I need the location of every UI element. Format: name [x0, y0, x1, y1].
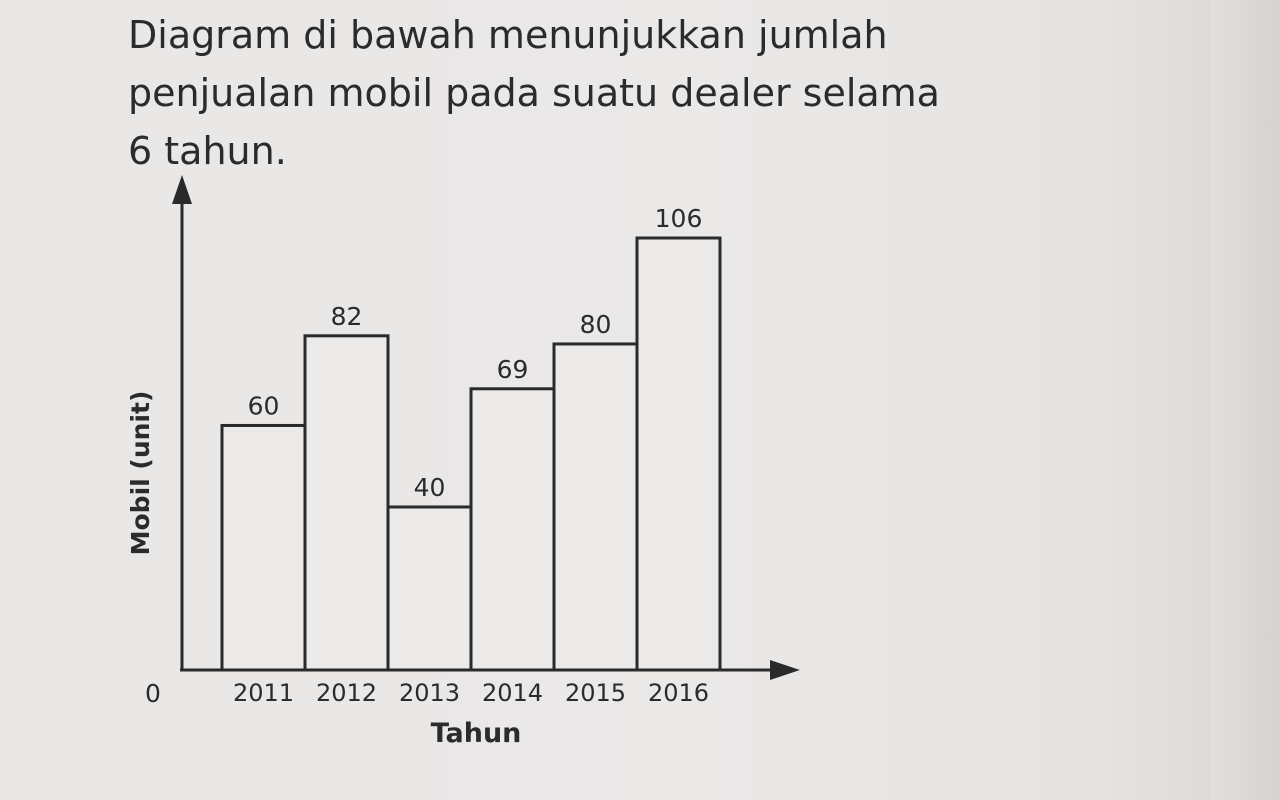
- data-label-2011: 60: [248, 391, 280, 420]
- question-line-3: 6 tahun.: [128, 129, 287, 173]
- question-text: Diagram di bawah menunjukkan jumlah penj…: [128, 6, 1028, 180]
- tick-label-2011: 2011: [233, 679, 294, 707]
- question-line-1: Diagram di bawah menunjukkan jumlah: [128, 13, 888, 57]
- bar-2012: [303, 334, 390, 672]
- data-label-2014: 69: [497, 355, 529, 384]
- x-axis-label: Tahun: [431, 718, 522, 749]
- bar-2015: [552, 342, 639, 672]
- data-labels-group: 60 82 40 69 80 106: [248, 204, 703, 502]
- tick-labels-group: 2011 2012 2013 2014 2015 2016: [233, 679, 709, 707]
- tick-label-2016: 2016: [648, 679, 709, 707]
- bar-2014: [469, 387, 556, 672]
- tick-label-2015: 2015: [565, 679, 626, 707]
- bar-2013: [386, 505, 473, 672]
- y-axis-label: Mobil (unit): [126, 391, 155, 556]
- x-axis-arrow-icon: [770, 660, 800, 680]
- data-label-2016: 106: [655, 204, 703, 233]
- question-line-2: penjualan mobil pada suatu dealer selama: [128, 71, 940, 115]
- origin-label: 0: [145, 679, 161, 708]
- data-label-2015: 80: [580, 310, 612, 339]
- bar-2011: [220, 423, 307, 672]
- tick-label-2014: 2014: [482, 679, 543, 707]
- data-label-2012: 82: [331, 302, 363, 331]
- tick-label-2012: 2012: [316, 679, 377, 707]
- bars-group: [220, 236, 722, 672]
- tick-label-2013: 2013: [399, 679, 460, 707]
- page-edge: [1210, 0, 1280, 800]
- y-axis-arrow-icon: [172, 175, 192, 204]
- data-label-2013: 40: [414, 473, 446, 502]
- bar-2016: [635, 236, 722, 672]
